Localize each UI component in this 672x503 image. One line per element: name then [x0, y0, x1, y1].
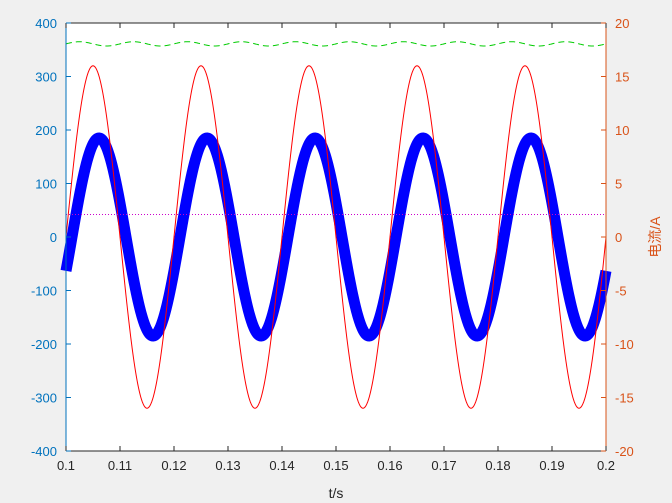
x-tick-label: 0.15 [323, 458, 348, 473]
axes-layer: 0.1 0.11 0.12 0.13 0.14 0.15 0.16 0.17 0.18 0.19 0… [31, 16, 634, 473]
x-tick-label: 0.2 [597, 458, 615, 473]
x-tick-label: 0.17 [431, 458, 456, 473]
left-y-tick-label: -100 [31, 284, 57, 299]
series-line-2 [65, 65, 607, 409]
x-tick-label: 0.1 [57, 458, 75, 473]
left-y-tick-label: 0 [50, 230, 57, 245]
right-y-tick-label: 0 [615, 230, 622, 245]
right-y-tick-label: 5 [615, 177, 622, 192]
x-tick-label: 0.12 [161, 458, 186, 473]
left-y-tick-label: 100 [35, 177, 57, 192]
x-tick-label: 0.13 [215, 458, 240, 473]
x-tick-label: 0.11 [108, 458, 132, 473]
left-y-tick-label: 400 [35, 16, 57, 31]
series-layer [60, 41, 612, 409]
left-y-tick-label: -200 [31, 337, 57, 352]
right-y-axis-label: 电流/A [647, 216, 663, 258]
right-y-tick-label: -20 [615, 444, 634, 459]
left-y-tick-label: 300 [35, 70, 57, 85]
right-y-tick-label: 15 [615, 70, 629, 85]
left-y-tick-label: -400 [31, 444, 57, 459]
series-line-1 [60, 132, 612, 342]
x-axis-label: t/s [329, 485, 344, 501]
left-y-tick-label: 200 [35, 123, 57, 138]
series-line-3 [65, 41, 607, 47]
x-tick-label: 0.14 [269, 458, 294, 473]
right-y-tick-label: -15 [615, 391, 634, 406]
right-y-tick-label: 10 [615, 123, 629, 138]
right-y-tick-label: -10 [615, 337, 634, 352]
x-tick-label: 0.16 [377, 458, 402, 473]
right-y-tick-label: 20 [615, 16, 629, 31]
right-y-tick-label: -5 [615, 284, 627, 299]
left-y-tick-label: -300 [31, 391, 57, 406]
x-tick-label: 0.18 [485, 458, 510, 473]
x-tick-label: 0.19 [539, 458, 564, 473]
